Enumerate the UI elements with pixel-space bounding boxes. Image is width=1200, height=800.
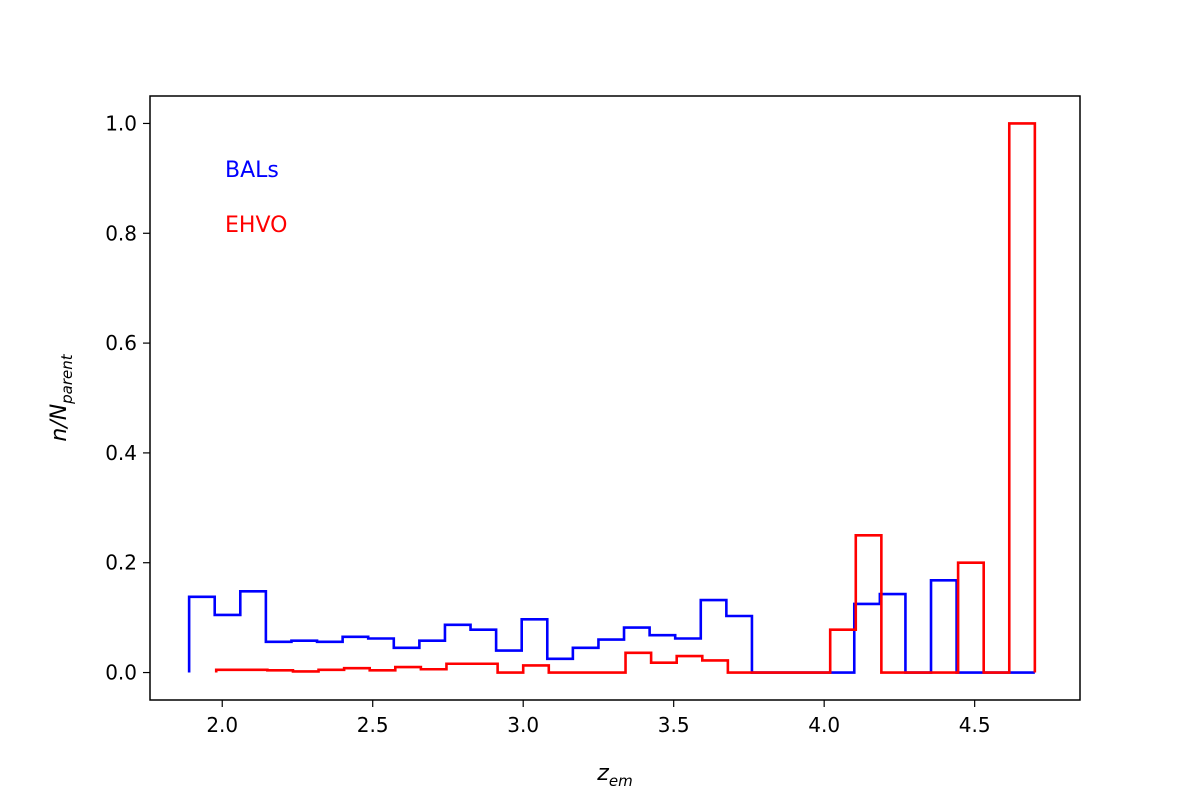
y-axis: 0.0 0.2 0.4 0.6 0.8 1.0	[105, 111, 150, 685]
series-ehvo-step-line	[214, 122, 1037, 674]
y-tick-label: 1.0	[105, 111, 137, 135]
legend-label-ehvo: EHVO	[225, 213, 287, 238]
y-tick-label: 0.2	[105, 551, 137, 575]
x-tick-label: 4.5	[959, 713, 991, 737]
x-axis-label: zem	[596, 761, 632, 790]
x-tick-label: 2.0	[206, 713, 238, 737]
y-tick-label: 0.0	[105, 661, 137, 685]
x-tick-label: 4.0	[808, 713, 840, 737]
y-axis-label-main: n/N	[47, 404, 72, 442]
y-tick-label: 0.4	[105, 441, 137, 465]
y-tick-label: 0.8	[105, 221, 137, 245]
series-bals-step-line	[187, 578, 1035, 674]
x-tick-label: 3.5	[658, 713, 690, 737]
plot-area	[187, 122, 1037, 674]
plot-frame	[149, 95, 1081, 701]
legend-label-bals: BALs	[225, 158, 279, 183]
x-axis-label-sub: em	[609, 772, 633, 790]
x-axis-label-main: z	[596, 761, 609, 786]
y-axis-label: n/Nparent	[47, 353, 76, 441]
x-tick-label: 3.0	[507, 713, 539, 737]
y-axis-label-sub: parent	[58, 353, 76, 405]
y-tick-label: 0.6	[105, 331, 137, 355]
x-tick-label: 2.5	[357, 713, 389, 737]
x-axis: 2.0 2.5 3.0 3.5 4.0 4.5	[206, 700, 991, 737]
